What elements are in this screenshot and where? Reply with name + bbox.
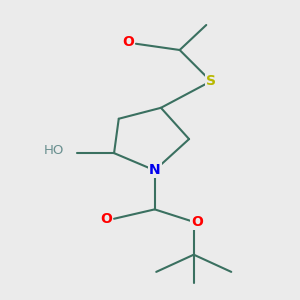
Text: O: O <box>122 35 134 49</box>
Text: O: O <box>100 212 112 226</box>
Text: S: S <box>206 74 216 88</box>
Text: N: N <box>149 163 161 177</box>
Text: HO: HO <box>44 143 64 157</box>
Text: O: O <box>191 215 203 229</box>
